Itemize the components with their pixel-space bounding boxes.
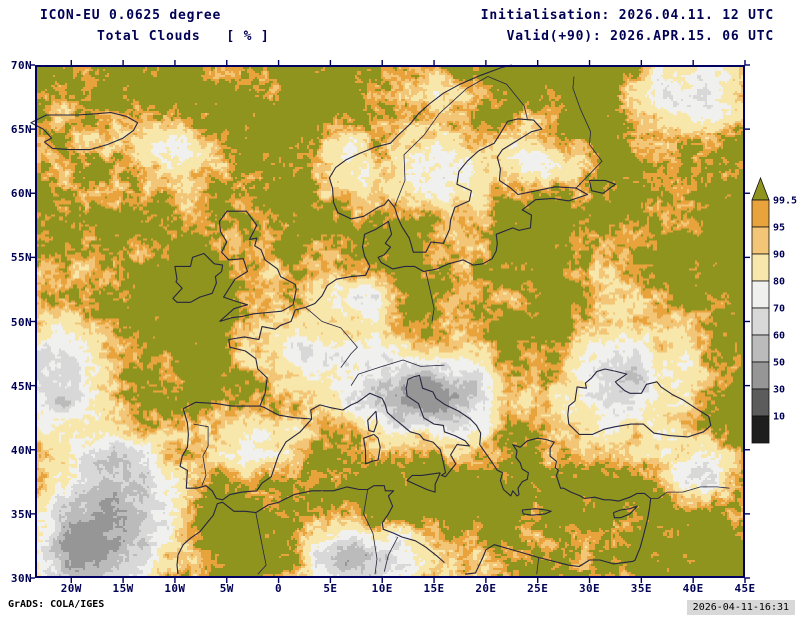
lat-tick-label: 30N bbox=[10, 572, 32, 585]
lat-tick-label: 35N bbox=[10, 507, 32, 521]
lon-tick-label: 5E bbox=[323, 582, 338, 595]
coastline bbox=[567, 368, 712, 438]
legend-tick-label: 30 bbox=[773, 385, 785, 396]
lon-tick-label: 30E bbox=[578, 582, 601, 595]
coastline bbox=[521, 508, 552, 516]
lat-tick-label: 40N bbox=[10, 443, 32, 457]
country-border bbox=[487, 76, 528, 119]
legend-top-triangle bbox=[751, 176, 770, 201]
lon-tick-label: 20E bbox=[475, 582, 497, 595]
country-border bbox=[255, 512, 267, 575]
lon-tick-label: 45E bbox=[734, 582, 756, 595]
legend-tick-label: 50 bbox=[773, 358, 785, 369]
legend-tick-label: 80 bbox=[773, 277, 785, 288]
lon-tick-label: 10W bbox=[164, 582, 186, 595]
grads-credit: GrADS: COLA/IGES bbox=[8, 599, 105, 610]
lon-tick-label: 0 bbox=[275, 582, 283, 595]
country-border bbox=[394, 76, 489, 207]
legend-segment bbox=[751, 415, 770, 444]
country-border bbox=[305, 307, 358, 368]
lon-tick-label: 10E bbox=[371, 582, 393, 595]
country-border bbox=[650, 486, 730, 499]
legend-tick-label: 70 bbox=[773, 304, 785, 315]
coastline bbox=[228, 64, 589, 407]
lon-tick-label: 15W bbox=[112, 582, 134, 595]
lon-tick-label: 5W bbox=[219, 582, 234, 595]
lat-tick-label: 55N bbox=[10, 251, 32, 265]
legend-segment bbox=[751, 388, 770, 417]
coastline bbox=[172, 252, 224, 303]
map-frame bbox=[35, 65, 745, 578]
country-border bbox=[572, 76, 603, 189]
coastline-overlay bbox=[30, 60, 750, 583]
legend-segment bbox=[751, 199, 770, 228]
lon-tick-label: 35E bbox=[630, 582, 652, 595]
legend-tick-label: 10 bbox=[773, 412, 785, 423]
coastline bbox=[367, 410, 378, 433]
legend-tick-label: 99.5 bbox=[773, 196, 797, 207]
coastline bbox=[588, 179, 616, 194]
country-border bbox=[193, 423, 209, 486]
country-border bbox=[425, 271, 435, 322]
legend-segment bbox=[751, 280, 770, 309]
legend-segment bbox=[751, 334, 770, 363]
lon-tick-label: 40E bbox=[682, 582, 704, 595]
legend-segment bbox=[751, 253, 770, 282]
legend-segment bbox=[751, 361, 770, 390]
coastline bbox=[30, 111, 139, 151]
coastline bbox=[310, 374, 652, 575]
legend-segment bbox=[751, 307, 770, 336]
country-border bbox=[383, 536, 399, 572]
initialisation-time: Initialisation: 2026.04.11. 12 UTC bbox=[480, 8, 774, 23]
legend-tick-label: 90 bbox=[773, 250, 785, 261]
lat-tick-label: 50N bbox=[10, 315, 32, 329]
legend-segment bbox=[751, 226, 770, 255]
country-border bbox=[536, 557, 540, 575]
legend-tick-label: 95 bbox=[773, 223, 785, 234]
lat-tick-label: 45N bbox=[10, 379, 32, 393]
coastline bbox=[406, 472, 441, 493]
legend-tick-label: 60 bbox=[773, 331, 785, 342]
coastline bbox=[363, 433, 381, 465]
cloud-cover-field bbox=[35, 65, 745, 578]
lon-tick-label: 20W bbox=[60, 582, 82, 595]
lon-tick-label: 15E bbox=[423, 582, 445, 595]
field-title: Total Clouds [ % ] bbox=[97, 29, 270, 44]
valid-time: Valid(+90): 2026.APR.15. 06 UTC bbox=[506, 29, 774, 44]
color-legend: 99.5 95 90 80 70 60 50 30 10 bbox=[751, 176, 797, 444]
coastline bbox=[218, 210, 297, 323]
country-border bbox=[363, 489, 378, 575]
model-title: ICON-EU 0.0625 degree bbox=[40, 8, 222, 23]
country-border bbox=[350, 359, 445, 386]
lat-tick-label: 65N bbox=[10, 123, 32, 137]
lat-tick-label: 70N bbox=[10, 59, 32, 72]
lat-tick-label: 60N bbox=[10, 187, 32, 201]
coastline bbox=[176, 485, 445, 575]
coastline bbox=[179, 401, 313, 501]
timestamp: 2026-04-11-16:31 bbox=[686, 600, 795, 615]
lon-tick-label: 25E bbox=[527, 582, 549, 595]
coastline bbox=[612, 505, 638, 519]
